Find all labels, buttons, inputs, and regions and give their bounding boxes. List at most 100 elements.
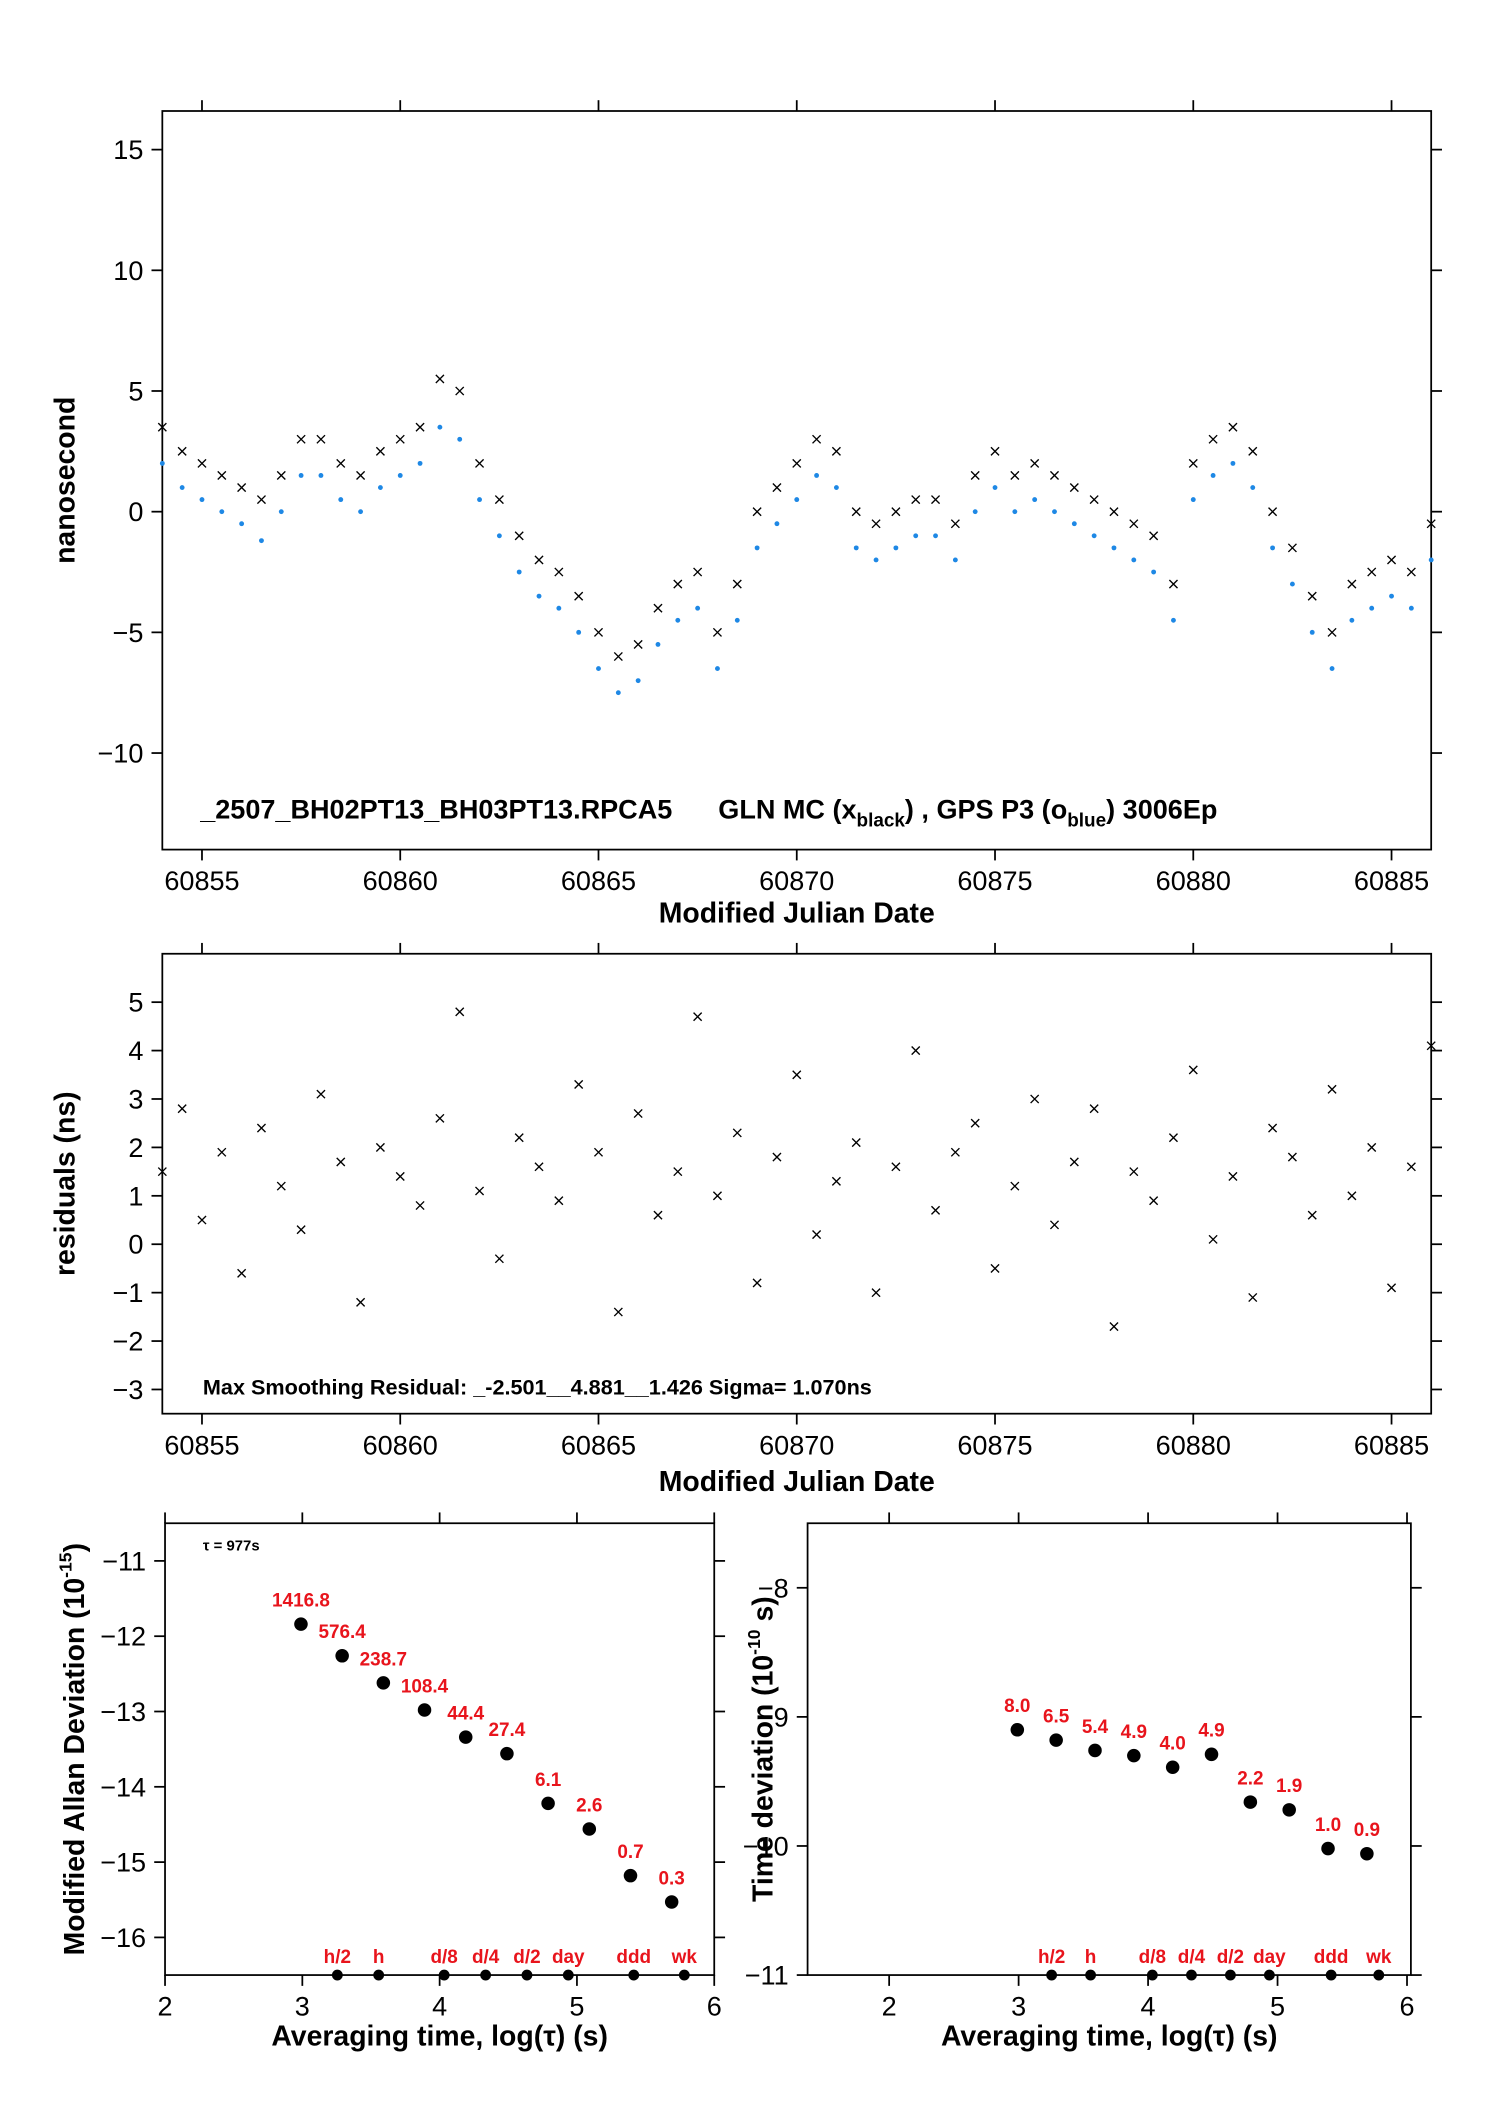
point bbox=[494, 1254, 504, 1264]
point bbox=[457, 436, 463, 442]
point bbox=[574, 1079, 584, 1090]
annotation: Max Smoothing Residual: _-2.501__4.881__… bbox=[203, 1375, 872, 1400]
y-label-sup: -15 bbox=[56, 1552, 76, 1578]
point bbox=[541, 1796, 555, 1811]
y-tick-label: −13 bbox=[100, 1697, 146, 1727]
point bbox=[613, 651, 623, 662]
point bbox=[475, 458, 485, 468]
plot-frame bbox=[161, 110, 1433, 851]
x-tick-label: 60885 bbox=[1354, 866, 1429, 896]
point bbox=[1089, 495, 1099, 505]
point bbox=[1089, 1104, 1099, 1114]
point bbox=[1111, 545, 1117, 551]
point bbox=[970, 470, 980, 481]
time-marker bbox=[562, 1969, 574, 1981]
point bbox=[1171, 617, 1176, 623]
point bbox=[1321, 1841, 1335, 1856]
point bbox=[1210, 473, 1216, 478]
point bbox=[1030, 1094, 1040, 1104]
point bbox=[774, 521, 780, 527]
time-marker-label: h bbox=[1085, 1947, 1097, 1968]
point bbox=[475, 1186, 485, 1196]
point bbox=[752, 507, 762, 517]
point bbox=[1030, 458, 1040, 468]
point bbox=[335, 1649, 349, 1663]
point bbox=[712, 627, 722, 637]
time-marker bbox=[1263, 1969, 1275, 1981]
point bbox=[1367, 567, 1377, 577]
x-tick-label: 60865 bbox=[561, 866, 636, 896]
point bbox=[435, 1113, 445, 1123]
point-label: 4.9 bbox=[1198, 1721, 1224, 1742]
y-tick-label: −10 bbox=[97, 739, 143, 769]
point bbox=[772, 483, 782, 493]
y-label-sup: -10 bbox=[744, 1629, 764, 1655]
point bbox=[891, 1162, 901, 1172]
x-tick-label: 60880 bbox=[1156, 866, 1231, 896]
point bbox=[259, 538, 264, 544]
time-marker bbox=[1186, 1969, 1197, 1981]
time-marker bbox=[521, 1969, 533, 1981]
point bbox=[1190, 497, 1196, 503]
point bbox=[296, 434, 306, 444]
point-label: 108.4 bbox=[401, 1676, 449, 1697]
point bbox=[534, 555, 544, 565]
point bbox=[950, 519, 960, 529]
point bbox=[1069, 483, 1079, 493]
y-tick-label: 4 bbox=[128, 1036, 143, 1066]
point bbox=[316, 1089, 326, 1099]
time-marker bbox=[331, 1969, 343, 1981]
point bbox=[675, 617, 681, 623]
x-tick-label: 60865 bbox=[561, 1430, 636, 1460]
y-axis-label: nanosecond bbox=[49, 397, 81, 564]
point bbox=[1131, 557, 1137, 563]
point bbox=[992, 485, 998, 490]
point-label: 2.2 bbox=[1237, 1768, 1263, 1789]
y-tick-label: 0 bbox=[128, 497, 143, 527]
time-marker bbox=[1225, 1969, 1236, 1981]
x-tick-label: 60860 bbox=[363, 1430, 438, 1460]
point bbox=[1188, 1065, 1198, 1075]
point bbox=[891, 507, 901, 517]
point bbox=[1426, 1041, 1436, 1051]
point bbox=[159, 460, 165, 466]
plot-frame bbox=[161, 952, 1433, 1415]
point bbox=[732, 1128, 742, 1138]
point bbox=[831, 1176, 841, 1186]
x-tick-label: 60875 bbox=[957, 1430, 1032, 1460]
point bbox=[554, 1196, 564, 1206]
point bbox=[477, 497, 482, 503]
point bbox=[534, 1162, 544, 1172]
time-marker-label: day bbox=[552, 1947, 585, 1968]
time-marker bbox=[1046, 1969, 1058, 1981]
point bbox=[1032, 497, 1038, 503]
y-tick-label: −5 bbox=[113, 618, 144, 648]
time-marker bbox=[373, 1969, 385, 1981]
x-tick-label: 60855 bbox=[164, 866, 239, 896]
point bbox=[356, 470, 366, 481]
annotation-sub: blue bbox=[1067, 811, 1106, 832]
y-tick-label: 0 bbox=[128, 1230, 143, 1260]
y-tick-label: −3 bbox=[113, 1375, 144, 1405]
point bbox=[1307, 1210, 1317, 1220]
point bbox=[812, 434, 822, 444]
time-marker bbox=[1085, 1969, 1097, 1981]
point bbox=[217, 1147, 227, 1157]
y-tick-label: −15 bbox=[100, 1848, 146, 1878]
point bbox=[593, 627, 604, 637]
point bbox=[931, 495, 941, 505]
time-marker-label: d/8 bbox=[1139, 1947, 1166, 1968]
point bbox=[1109, 1321, 1119, 1332]
point-label: 0.7 bbox=[617, 1842, 643, 1863]
point bbox=[1327, 1084, 1337, 1094]
time-marker-label: d/4 bbox=[1178, 1947, 1206, 1968]
point bbox=[613, 1307, 623, 1317]
x-tick-label: 2 bbox=[158, 1992, 173, 2022]
point bbox=[1188, 458, 1198, 468]
point bbox=[1168, 579, 1178, 589]
point bbox=[276, 1181, 286, 1191]
y-tick-label: −16 bbox=[100, 1923, 146, 1953]
x-tick-label: 60870 bbox=[759, 866, 834, 896]
point bbox=[556, 605, 562, 611]
x-tick-label: 60875 bbox=[957, 866, 1032, 896]
